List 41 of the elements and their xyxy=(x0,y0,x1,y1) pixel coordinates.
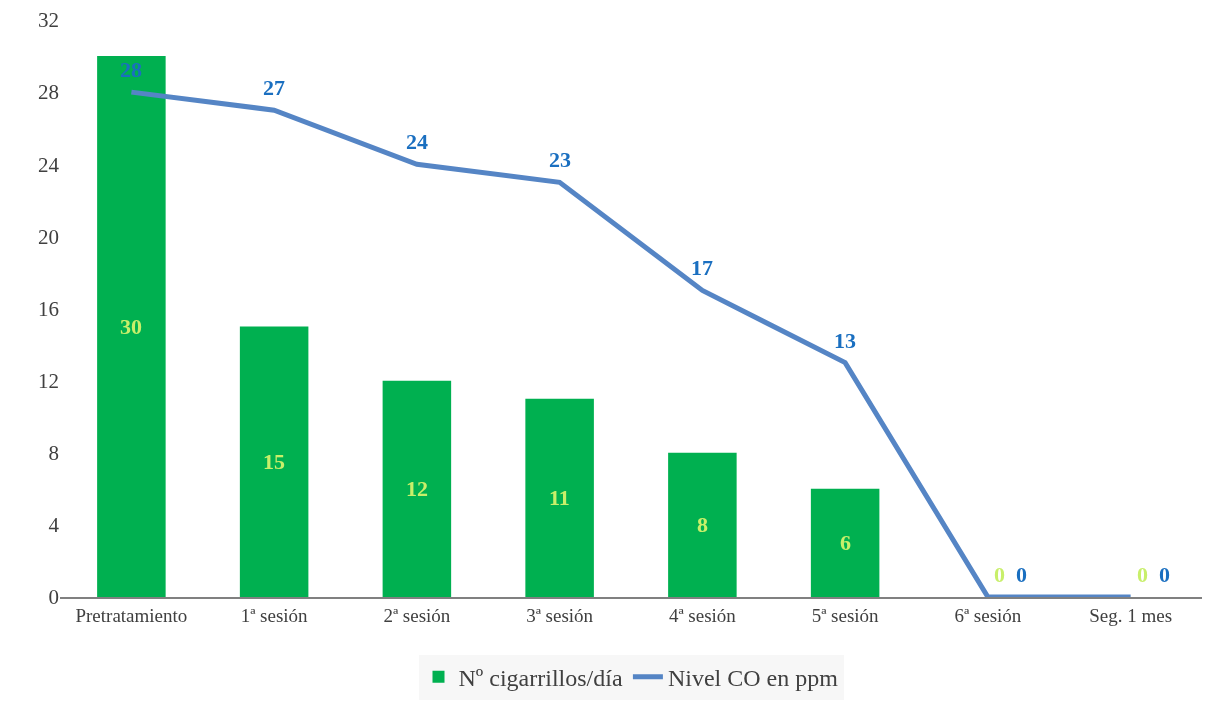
x-tick-label: 4ª sesión xyxy=(668,604,737,626)
legend-label: Nivel CO en ppm xyxy=(667,665,839,692)
data-label: 0 xyxy=(1159,562,1170,587)
data-label: 27 xyxy=(263,75,285,100)
bar xyxy=(525,398,594,597)
x-tick-label: 6ª sesión xyxy=(954,604,1022,626)
bar xyxy=(382,380,452,597)
data-label: 15 xyxy=(263,449,285,474)
data-label: 17 xyxy=(691,255,713,280)
y-tick-label: 28 xyxy=(38,80,59,105)
y-tick-label: 20 xyxy=(38,224,59,249)
data-label: 6 xyxy=(840,530,851,555)
x-tick-label: Pretratamiento xyxy=(75,604,188,626)
y-tick-label: 12 xyxy=(38,368,59,393)
y-tick-label: 8 xyxy=(48,441,59,466)
bar xyxy=(97,56,166,597)
data-label: 28 xyxy=(120,57,142,82)
data-label: 0 xyxy=(994,562,1005,587)
bar xyxy=(239,326,309,597)
data-label: 0 xyxy=(1137,562,1148,587)
y-tick-label: 32 xyxy=(38,8,59,33)
y-tick-label: 16 xyxy=(38,296,59,321)
x-tick-label: 2ª sesión xyxy=(383,604,451,626)
y-tick-label: 4 xyxy=(48,513,60,538)
y-tick-label: 0 xyxy=(48,585,59,610)
data-label: 23 xyxy=(549,147,571,172)
x-tick-label: Seg. 1 mes xyxy=(1089,604,1173,626)
legend-label: Nº cigarrillos/día xyxy=(458,665,623,692)
data-label: 0 xyxy=(1016,562,1027,587)
data-label: 8 xyxy=(697,512,708,537)
data-label: 12 xyxy=(406,476,428,501)
data-label: 24 xyxy=(406,129,428,154)
data-label: 13 xyxy=(834,328,856,353)
x-tick-label: 1ª sesión xyxy=(240,604,309,626)
data-label: 30 xyxy=(120,314,142,339)
y-tick-label: 24 xyxy=(38,152,60,177)
x-tick-label: 3ª sesión xyxy=(526,604,594,626)
data-label: 11 xyxy=(549,485,570,510)
x-tick-label: 5ª sesión xyxy=(811,604,880,626)
bar xyxy=(668,452,737,597)
bar xyxy=(810,488,880,597)
